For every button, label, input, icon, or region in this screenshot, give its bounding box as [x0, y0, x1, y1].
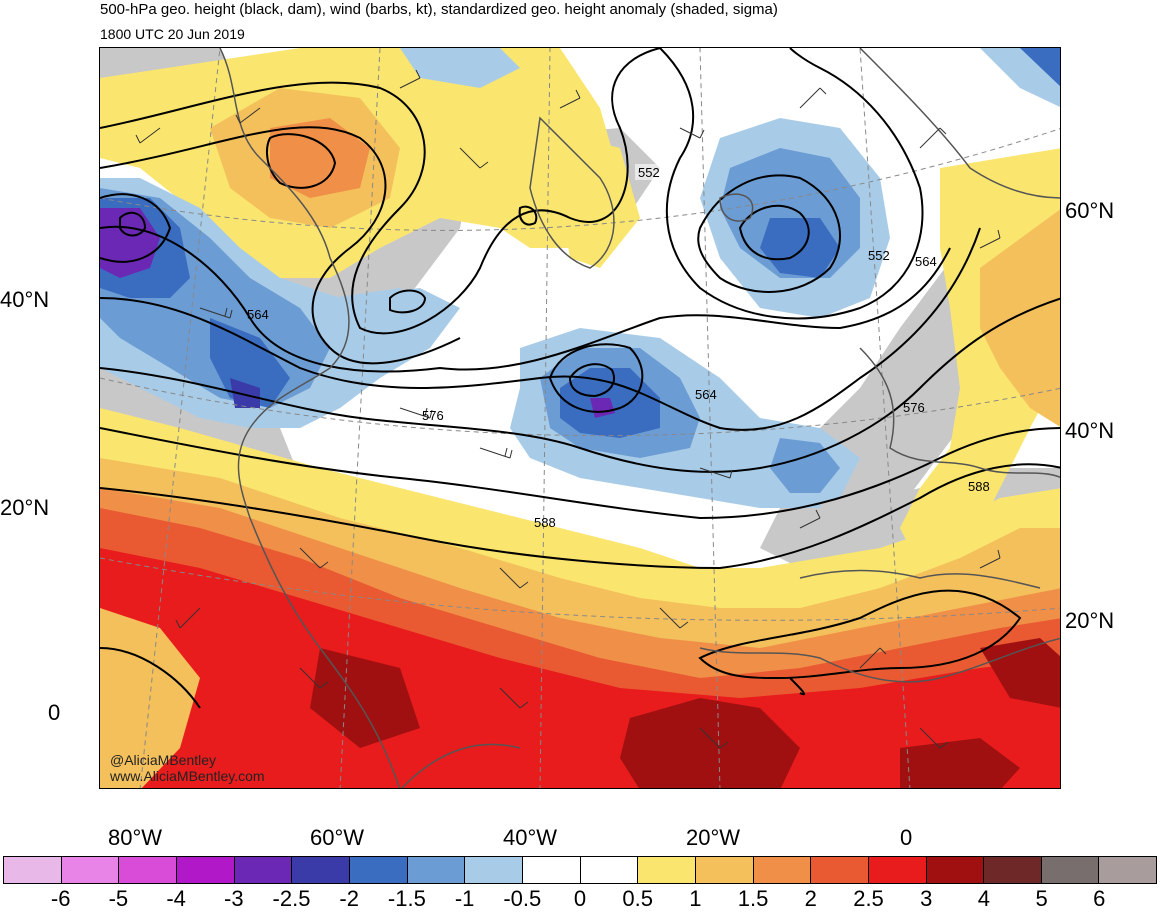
lon-label: 60°W	[310, 825, 365, 850]
credit-handle: @AliciaMBentley	[110, 752, 217, 768]
colorbar-label: 6	[1093, 886, 1106, 911]
colorbar-swatch	[407, 857, 466, 883]
colorbar-label: 1.5	[737, 886, 769, 911]
colorbar-swatch	[292, 857, 350, 883]
colorbar-label: 0	[573, 886, 587, 911]
map-title: 500-hPa geo. height (black, dam), wind (…	[100, 1, 778, 18]
contour-label: 588	[968, 479, 990, 494]
colorbar-swatch	[926, 857, 985, 883]
map-panel: 552 564 576 588 552 564 564 576 588	[99, 47, 1061, 789]
contour-label: 588	[534, 515, 556, 530]
colorbar-swatch	[234, 857, 293, 883]
colorbar-swatch	[638, 857, 696, 883]
colorbar-label: -0.5	[503, 886, 542, 911]
colorbar-label: -1	[454, 886, 475, 911]
colorbar-label: -3	[224, 886, 244, 911]
colorbar-swatch	[61, 857, 120, 883]
lat-label-right: 20°N	[1065, 608, 1115, 633]
colorbar-swatch	[119, 857, 177, 883]
lat-label-left: 40°N	[0, 287, 50, 312]
colorbar-label: -6	[50, 886, 71, 911]
colorbar-swatch	[695, 857, 754, 883]
lat-label-left: 0	[48, 700, 61, 725]
contour-label: 564	[247, 307, 269, 322]
valid-time: 1800 UTC 20 Jun 2019	[100, 26, 245, 42]
lon-label: 0	[900, 825, 913, 850]
colorbar-swatch	[349, 857, 408, 883]
colorbar-label: 1	[689, 886, 702, 911]
contour-label: 576	[422, 408, 444, 423]
anomaly-colorbar	[3, 856, 1157, 884]
colorbar-swatch	[176, 857, 235, 883]
colorbar-label: 2.5	[853, 886, 884, 911]
colorbar-label: 0.5	[622, 886, 653, 911]
map-canvas: 552 564 576 588 552 564 564 576 588	[100, 48, 1060, 788]
colorbar-label: 3	[920, 886, 933, 911]
colorbar-swatch	[753, 857, 812, 883]
positive-anomaly-shading	[100, 48, 1060, 788]
colorbar-swatch	[868, 857, 927, 883]
colorbar-label: -2.5	[272, 886, 311, 911]
colorbar-swatch	[465, 857, 523, 883]
lat-label-right: 60°N	[1065, 198, 1115, 223]
colorbar-label: 5	[1035, 886, 1048, 911]
lon-label: 20°W	[686, 825, 741, 850]
contour-labels: 552 564 576 588 552 564 564 576 588	[247, 164, 990, 530]
contour-label: 552	[868, 248, 890, 263]
colorbar-label: -5	[108, 886, 129, 911]
height-contours	[100, 48, 1060, 709]
lat-label-left: 20°N	[0, 495, 50, 520]
colorbar-label: -4	[166, 886, 186, 911]
colorbar-swatch	[522, 857, 581, 883]
colorbar-swatch	[1041, 857, 1100, 883]
colorbar-swatch	[984, 857, 1042, 883]
colorbar-swatch	[811, 857, 869, 883]
credit-url: www.AliciaMBentley.com	[110, 768, 265, 784]
contour-label: 564	[695, 387, 717, 402]
colorbar-label: 4	[977, 886, 991, 911]
lat-label-right: 40°N	[1065, 418, 1115, 443]
lon-label: 80°W	[108, 825, 163, 850]
colorbar-swatch	[1099, 857, 1157, 883]
colorbar-label: -2	[339, 886, 359, 911]
colorbar-swatch	[4, 857, 62, 883]
contour-label: 564	[915, 254, 937, 269]
lon-label: 40°W	[503, 825, 558, 850]
colorbar-label: -1.5	[387, 886, 426, 911]
wind-barbs	[135, 69, 1001, 749]
colorbar-swatch	[580, 857, 639, 883]
contour-label: 552	[638, 165, 660, 180]
contour-label: 576	[903, 400, 925, 415]
negative-anomaly-shading	[100, 48, 1060, 508]
colorbar-label: 2	[804, 886, 817, 911]
coastlines	[219, 48, 1060, 788]
